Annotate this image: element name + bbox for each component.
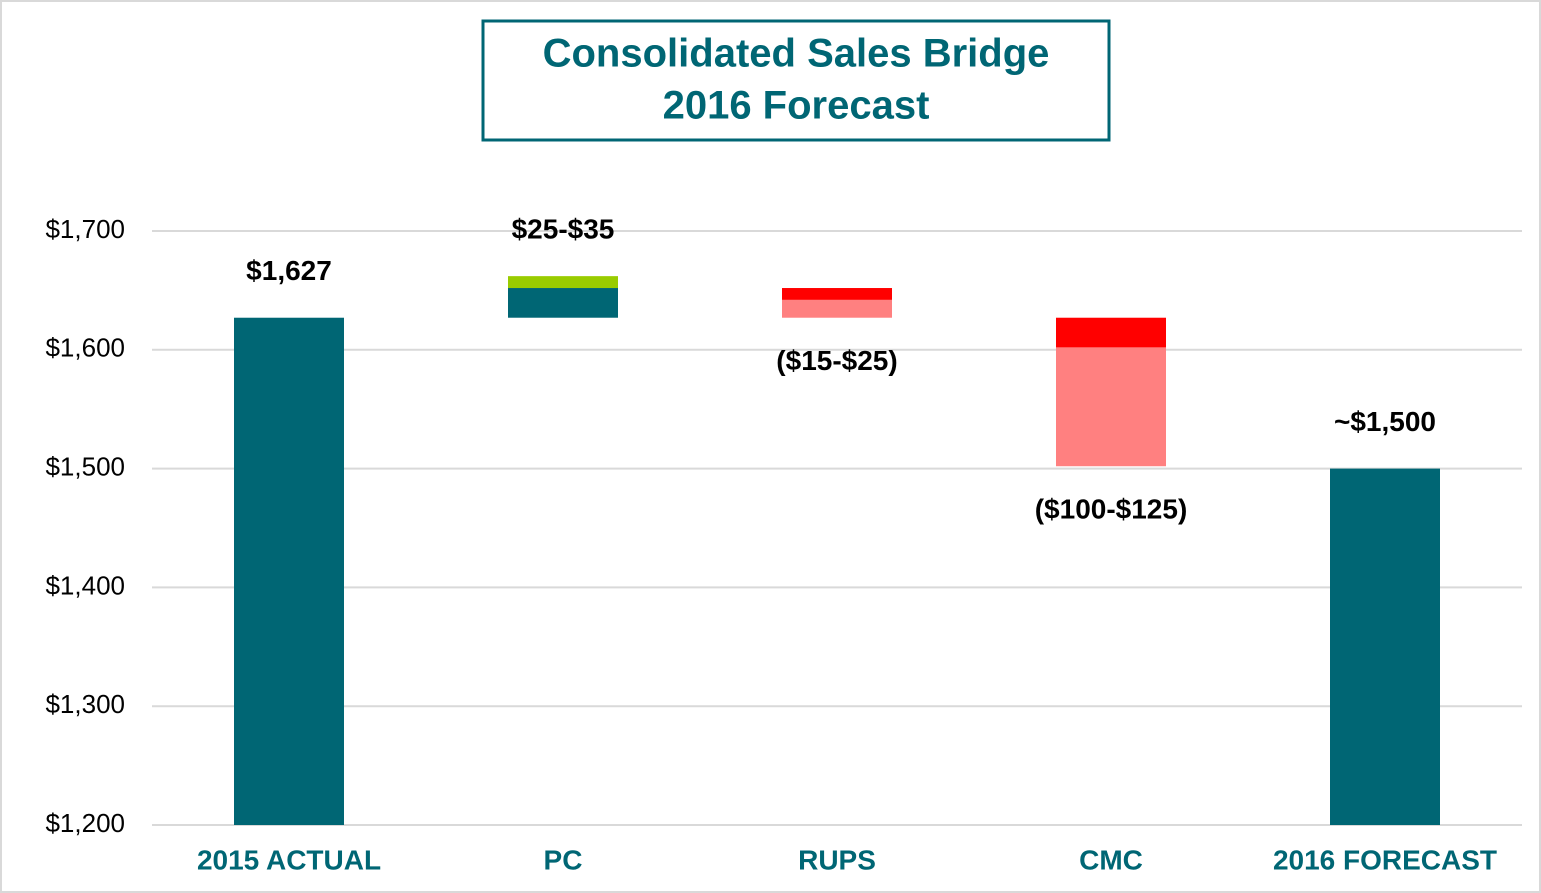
- x-tick-label: RUPS: [798, 844, 876, 875]
- title-box: [481, 19, 1111, 142]
- x-tick-label: PC: [544, 844, 583, 875]
- y-tick-label: $1,200: [45, 808, 125, 838]
- value-label: $1,627: [246, 255, 332, 286]
- value-label: ~$1,500: [1334, 406, 1436, 437]
- bar-segment: [782, 299, 892, 318]
- y-tick-label: $1,700: [45, 214, 125, 244]
- value-label: ($15-$25): [776, 345, 897, 376]
- bar-segment: [508, 276, 618, 289]
- chart-subtitle: 2016 Forecast: [663, 84, 930, 128]
- x-tick-label: 2015 ACTUAL: [197, 844, 381, 875]
- bar-segment: [1056, 347, 1166, 467]
- y-tick-label: $1,400: [45, 570, 125, 600]
- bar-segment: [234, 317, 344, 825]
- bar-segment: [1056, 317, 1166, 348]
- value-label: $25-$35: [512, 214, 615, 245]
- bar-segment: [782, 288, 892, 300]
- x-tick-label: CMC: [1079, 844, 1143, 875]
- y-tick-label: $1,500: [45, 451, 125, 481]
- bar-segment: [508, 288, 618, 318]
- x-tick-label: 2016 FORECAST: [1273, 844, 1497, 875]
- chart-title: Consolidated Sales Bridge: [543, 32, 1050, 76]
- bar-segment: [1330, 468, 1440, 825]
- y-tick-label: $1,300: [45, 689, 125, 719]
- value-label: ($100-$125): [1035, 494, 1188, 525]
- y-tick-label: $1,600: [45, 333, 125, 363]
